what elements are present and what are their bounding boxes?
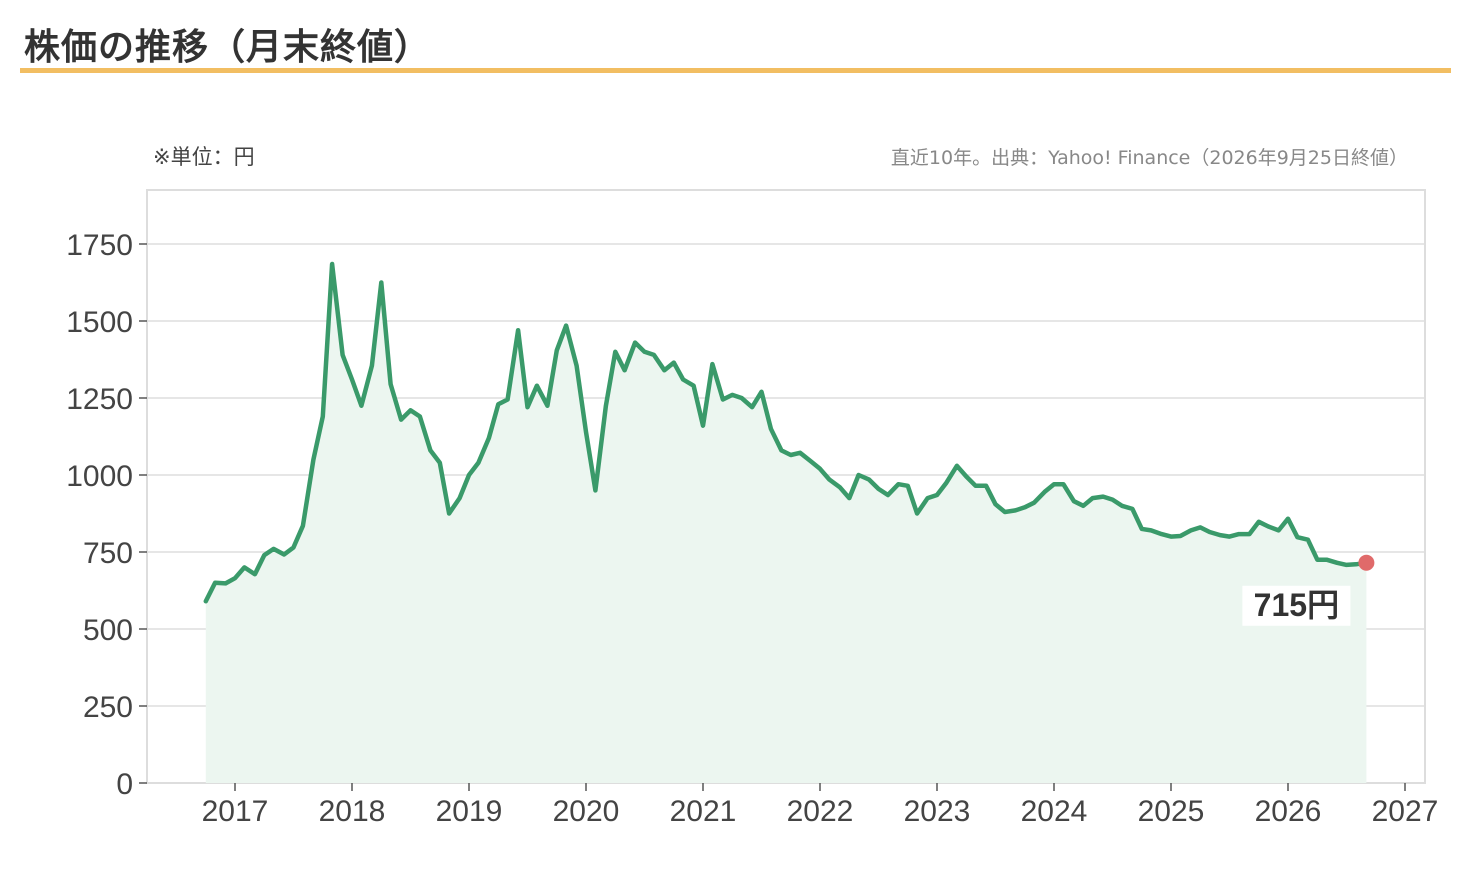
page-title: 株価の推移（月末終値） (24, 27, 432, 68)
y-axis: 0 250 500 750 1000 1250 1500 1750 (66, 229, 147, 801)
x-tick-label: 2027 (1372, 795, 1439, 828)
title-underline (20, 68, 1451, 73)
last-price-label-bg (1242, 585, 1351, 626)
y-tick-label: 250 (83, 691, 133, 724)
price-line (203, 261, 1369, 604)
x-tick-label: 2019 (436, 795, 503, 828)
x-tick-label: 2023 (904, 795, 971, 828)
y-tick-label: 1250 (66, 383, 133, 416)
x-tick-label: 2021 (670, 795, 737, 828)
last-price-label: 715円 (1254, 587, 1339, 623)
x-axis: 2017 2018 2019 2020 2021 2022 2023 2024 2025 2026… (202, 783, 1439, 828)
x-tick-label: 2025 (1138, 795, 1205, 828)
y-tick-label: 500 (83, 614, 133, 647)
x-tick-label: 2020 (553, 795, 620, 828)
x-tick-label: 2017 (202, 795, 269, 828)
y-tick-label: 1500 (66, 306, 133, 339)
x-tick-label: 2024 (1021, 795, 1088, 828)
x-tick-label: 2018 (319, 795, 386, 828)
source-note: 直近10年。出典：Yahoo! Finance（2026年9月25日終値） (890, 147, 1408, 169)
unit-note: ※単位：円 (153, 145, 255, 169)
y-tick-label: 1750 (66, 229, 133, 262)
y-tick-label: 0 (116, 768, 133, 801)
header: 株価の推移（月末終値） (20, 22, 1451, 74)
y-tick-label: 1000 (66, 460, 133, 493)
x-tick-label: 2022 (787, 795, 854, 828)
x-tick-label: 2026 (1255, 795, 1322, 828)
last-price-point (1358, 554, 1375, 571)
y-tick-label: 750 (83, 537, 133, 570)
price-area (205, 264, 1367, 783)
